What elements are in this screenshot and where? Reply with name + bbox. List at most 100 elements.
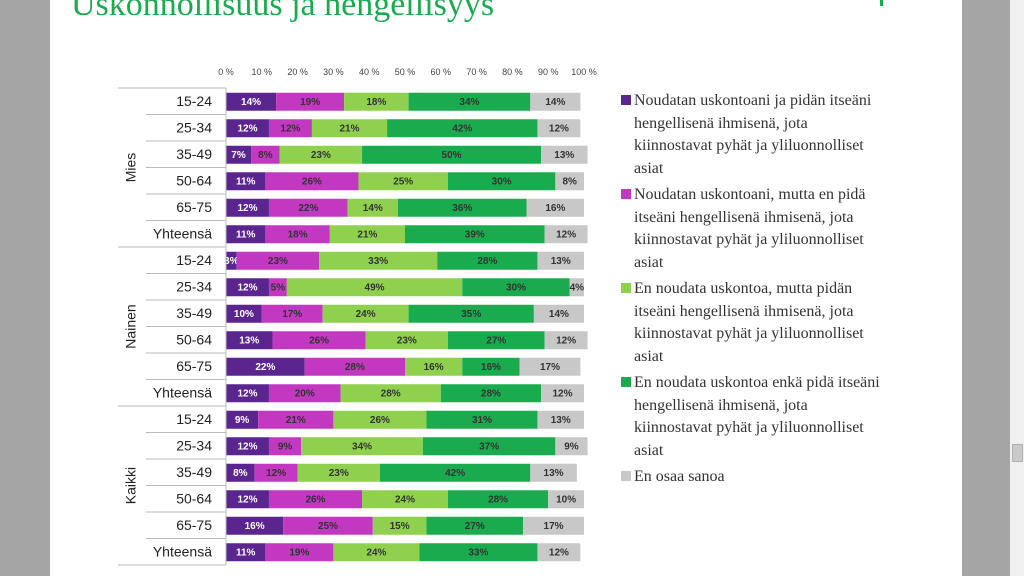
legend-label: Noudatan uskontoani, mutta en pidä itseä…: [634, 186, 866, 271]
bar-segment: [226, 331, 273, 350]
segment-value-label: 39%: [465, 229, 485, 240]
segment-value-label: 42%: [452, 123, 472, 134]
bar-segment: [226, 490, 269, 509]
row-label: 65-75: [176, 199, 212, 215]
segment-value-label: 12%: [556, 229, 576, 240]
segment-value-label: 28%: [481, 388, 501, 399]
segment-value-label: 12%: [553, 388, 573, 399]
segment-value-label: 13%: [239, 335, 259, 346]
segment-value-label: 12%: [237, 123, 257, 134]
scrollbar-track[interactable]: [1010, 0, 1024, 576]
bar-segment: [226, 251, 237, 270]
x-tick-label: 50 %: [395, 67, 416, 77]
segment-value-label: 25%: [393, 176, 413, 187]
bar-segment: [311, 119, 388, 138]
segment-value-label: 26%: [305, 494, 325, 505]
segment-value-label: 31%: [472, 415, 492, 426]
x-tick-label: 10 %: [252, 67, 273, 77]
bar-segment: [530, 92, 581, 111]
bar-segment: [426, 410, 538, 429]
segment-value-label: 23%: [268, 256, 288, 267]
bar-segment: [268, 198, 348, 217]
bar-segment: [226, 304, 262, 323]
group-label: Nainen: [123, 304, 139, 348]
legend-swatch: [621, 377, 631, 387]
bar-segment: [422, 437, 556, 456]
legend-label: Noudatan uskontoani ja pidän itseäni hen…: [634, 92, 872, 177]
segment-value-label: 34%: [352, 441, 372, 452]
bar-segment: [365, 331, 448, 350]
segment-value-label: 11%: [236, 547, 256, 558]
group-label: Mies: [123, 153, 139, 183]
segment-value-label: 28%: [345, 362, 365, 373]
bar-segment: [344, 92, 409, 111]
segment-value-label: 30%: [506, 282, 526, 293]
row-label: 15-24: [176, 411, 212, 427]
segment-value-label: 26%: [309, 335, 329, 346]
segment-value-label: 9%: [235, 415, 250, 426]
bar-segment: [440, 384, 542, 403]
legend-label: En noudata uskontoa enkä pidä itseäni he…: [634, 374, 880, 459]
bar-segment: [333, 410, 427, 429]
bar-segment: [265, 543, 334, 562]
segment-value-label: 33%: [368, 256, 388, 267]
segment-value-label: 27%: [486, 335, 506, 346]
corner-mark: [880, 0, 883, 6]
x-tick-label: 30 %: [323, 67, 344, 77]
segment-value-label: 23%: [311, 150, 331, 161]
legend-item: En noudata uskontoa, mutta pidän itseäni…: [621, 278, 881, 368]
segment-value-label: 19%: [289, 547, 309, 558]
bar-segment: [226, 543, 266, 562]
segment-value-label: 14%: [549, 309, 569, 320]
segment-value-label: 12%: [237, 441, 257, 452]
segment-value-label: 8%: [258, 150, 273, 161]
bar-segment: [555, 437, 588, 456]
bar-segment: [226, 198, 269, 217]
row-label: 50-64: [176, 331, 212, 347]
bar-segment: [519, 357, 581, 376]
bar-segment: [226, 516, 284, 535]
bar-segment: [279, 145, 363, 164]
legend-item: Noudatan uskontoani ja pidän itseäni hen…: [621, 90, 881, 180]
segment-value-label: 21%: [286, 415, 306, 426]
row-label: Yhteensä: [153, 543, 212, 559]
bar-segment: [541, 384, 584, 403]
bar-segment: [329, 225, 405, 244]
segment-value-label: 10%: [556, 494, 576, 505]
segment-value-label: 16%: [545, 203, 565, 214]
segment-value-label: 21%: [340, 123, 360, 134]
segment-value-label: 34%: [459, 97, 479, 108]
legend-item: En osaa sanoa: [621, 466, 881, 489]
x-tick-label: 60 %: [431, 67, 452, 77]
bar-segment: [265, 225, 330, 244]
bar-segment: [276, 92, 345, 111]
x-tick-label: 40 %: [359, 67, 380, 77]
bar-segment: [530, 463, 577, 482]
scrollbar-thumb[interactable]: [1012, 444, 1023, 462]
segment-value-label: 21%: [357, 229, 377, 240]
bar-segment: [268, 384, 341, 403]
row-label: 25-34: [176, 437, 212, 453]
bar-segment: [408, 92, 531, 111]
segment-value-label: 13%: [551, 256, 571, 267]
x-tick-label: 100 %: [571, 67, 597, 77]
bar-segment: [397, 198, 527, 217]
legend-swatch: [621, 95, 631, 105]
segment-value-label: 37%: [479, 441, 499, 452]
row-label: 25-34: [176, 119, 212, 135]
x-tick-label: 80 %: [502, 67, 523, 77]
segment-value-label: 23%: [329, 468, 349, 479]
bar-segment: [268, 437, 302, 456]
bar-segment: [347, 198, 398, 217]
bar-segment: [537, 410, 584, 429]
segment-value-label: 12%: [549, 123, 569, 134]
bar-segment: [426, 516, 524, 535]
bar-segment: [533, 304, 584, 323]
segment-value-label: 12%: [549, 547, 569, 558]
segment-value-label: 26%: [302, 176, 322, 187]
segment-value-label: 26%: [370, 415, 390, 426]
bar-segment: [462, 357, 520, 376]
bar-segment: [301, 437, 423, 456]
segment-value-label: 14%: [363, 203, 383, 214]
bar-segment: [226, 119, 269, 138]
